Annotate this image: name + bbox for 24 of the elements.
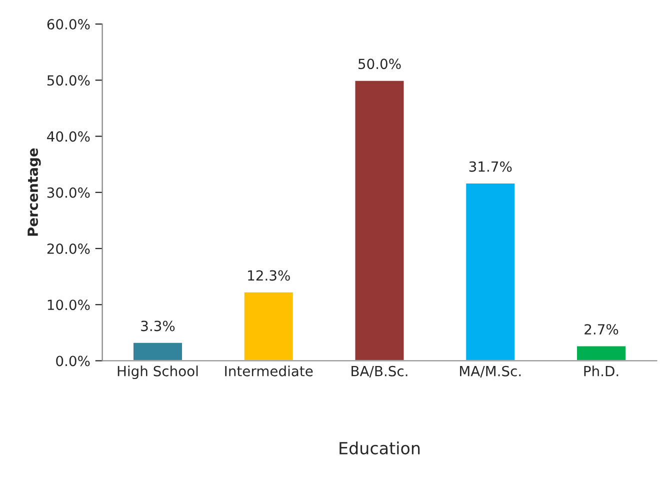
y-tick-label: 50.0% [47,75,90,86]
y-axis-title: Percentage [28,148,41,236]
data-label: 2.7% [584,324,618,335]
bar [464,182,516,361]
y-tick-label: 60.0% [47,19,90,30]
bar [576,344,627,361]
data-label: 31.7% [469,161,512,172]
bar [242,291,294,361]
y-tick-label: 40.0% [47,131,90,142]
x-tick-label: High School [118,366,198,380]
data-label: 3.3% [141,320,175,332]
data-label: 12.3% [248,270,290,281]
y-tick-label: 30.0% [47,187,90,198]
x-tick-label: Ph.D. [584,366,618,376]
x-tick-label: MA/M.Sc. [460,366,521,378]
y-tick-label: 0.0% [56,356,90,366]
x-tick-label: BA/B.Sc. [352,366,408,378]
x-tick-label: Intermediate [225,366,313,376]
y-tick-label: 10.0% [48,300,90,310]
y-tick-label: 20.0% [47,243,90,254]
bar [132,342,184,361]
x-axis-title: Education [340,442,420,454]
bar [354,79,406,361]
data-label: 50.0% [358,58,401,70]
